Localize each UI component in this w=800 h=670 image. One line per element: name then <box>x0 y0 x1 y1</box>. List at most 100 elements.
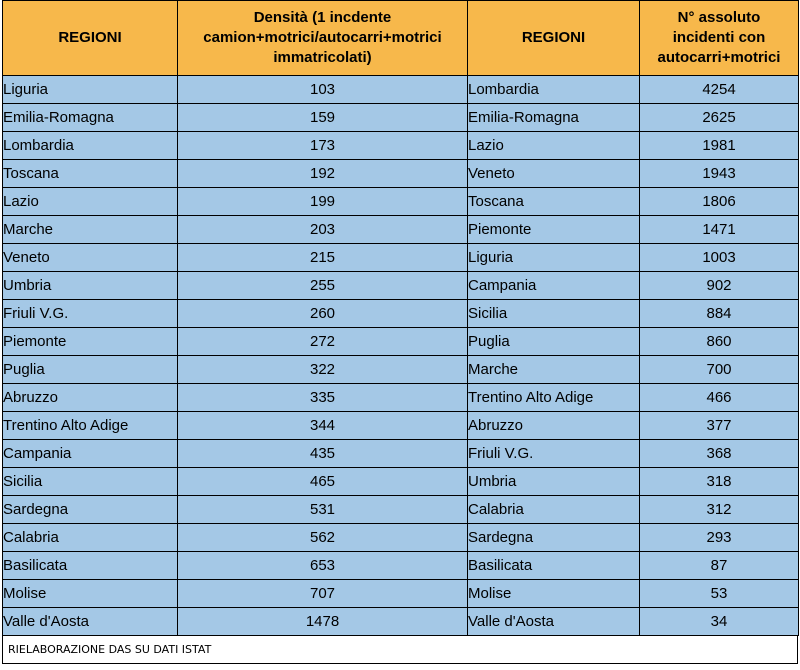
density-cell: 192 <box>177 159 468 188</box>
header-density: Densità (1 incdente camion+motrici/autoc… <box>177 0 468 76</box>
left-region-cell: Calabria <box>2 523 178 552</box>
left-region-cell: Toscana <box>2 159 178 188</box>
right-region-cell: Lazio <box>467 131 640 160</box>
right-region-cell: Campania <box>467 271 640 300</box>
table-row: Abruzzo 335 Trentino Alto Adige 466 <box>2 383 799 412</box>
header-absolute-line: autocarri+motrici <box>657 49 781 66</box>
density-cell: 531 <box>177 495 468 524</box>
right-region-cell: Emilia-Romagna <box>467 103 640 132</box>
density-cell: 707 <box>177 579 468 608</box>
left-region-cell: Friuli V.G. <box>2 299 178 328</box>
left-region-cell: Emilia-Romagna <box>2 103 178 132</box>
left-region-cell: Molise <box>2 579 178 608</box>
table-row: Veneto 215 Liguria 1003 <box>2 243 799 272</box>
absolute-cell: 293 <box>639 523 799 552</box>
left-region-cell: Lombardia <box>2 131 178 160</box>
table-row: Piemonte 272 Puglia 860 <box>2 327 799 356</box>
table-body: Liguria 103 Lombardia 4254 Emilia-Romagn… <box>2 75 799 636</box>
right-region-cell: Friuli V.G. <box>467 439 640 468</box>
density-cell: 255 <box>177 271 468 300</box>
absolute-cell: 2625 <box>639 103 799 132</box>
absolute-cell: 377 <box>639 411 799 440</box>
absolute-cell: 1943 <box>639 159 799 188</box>
absolute-cell: 466 <box>639 383 799 412</box>
density-cell: 103 <box>177 75 468 104</box>
left-region-cell: Basilicata <box>2 551 178 580</box>
table-row: Basilicata 653 Basilicata 87 <box>2 551 799 580</box>
left-region-cell: Lazio <box>2 187 178 216</box>
absolute-cell: 312 <box>639 495 799 524</box>
left-region-cell: Piemonte <box>2 327 178 356</box>
right-region-cell: Sicilia <box>467 299 640 328</box>
header-density-line: Densità (1 incdente <box>253 9 392 26</box>
absolute-cell: 884 <box>639 299 799 328</box>
left-region-cell: Valle d'Aosta <box>2 607 178 636</box>
table-row: Trentino Alto Adige 344 Abruzzo 377 <box>2 411 799 440</box>
left-region-cell: Campania <box>2 439 178 468</box>
right-region-cell: Lombardia <box>467 75 640 104</box>
table-row: Friuli V.G. 260 Sicilia 884 <box>2 299 799 328</box>
density-cell: 562 <box>177 523 468 552</box>
header-row: REGIONI Densità (1 incdente camion+motri… <box>2 0 799 76</box>
table-row: Campania 435 Friuli V.G. 368 <box>2 439 799 468</box>
density-cell: 322 <box>177 355 468 384</box>
right-region-cell: Trentino Alto Adige <box>467 383 640 412</box>
table-row: Marche 203 Piemonte 1471 <box>2 215 799 244</box>
density-cell: 335 <box>177 383 468 412</box>
right-region-cell: Sardegna <box>467 523 640 552</box>
density-cell: 435 <box>177 439 468 468</box>
absolute-cell: 4254 <box>639 75 799 104</box>
left-region-cell: Trentino Alto Adige <box>2 411 178 440</box>
table-row: Sicilia 465 Umbria 318 <box>2 467 799 496</box>
left-region-cell: Puglia <box>2 355 178 384</box>
header-left-region: REGIONI <box>2 0 178 76</box>
density-cell: 653 <box>177 551 468 580</box>
source-footer: RIELABORAZIONE DAS SU DATI ISTAT <box>2 636 798 664</box>
header-right-region: REGIONI <box>467 0 640 76</box>
absolute-cell: 34 <box>639 607 799 636</box>
left-region-cell: Marche <box>2 215 178 244</box>
left-region-cell: Abruzzo <box>2 383 178 412</box>
absolute-cell: 700 <box>639 355 799 384</box>
right-region-cell: Veneto <box>467 159 640 188</box>
absolute-cell: 1981 <box>639 131 799 160</box>
header-absolute: N° assoluto incidenti con autocarri+motr… <box>639 0 799 76</box>
right-region-cell: Toscana <box>467 187 640 216</box>
table-row: Umbria 255 Campania 902 <box>2 271 799 300</box>
right-region-cell: Calabria <box>467 495 640 524</box>
absolute-cell: 87 <box>639 551 799 580</box>
table-row: Liguria 103 Lombardia 4254 <box>2 75 799 104</box>
right-region-cell: Marche <box>467 355 640 384</box>
absolute-cell: 53 <box>639 579 799 608</box>
right-region-cell: Valle d'Aosta <box>467 607 640 636</box>
absolute-cell: 1471 <box>639 215 799 244</box>
absolute-cell: 902 <box>639 271 799 300</box>
absolute-cell: 318 <box>639 467 799 496</box>
absolute-cell: 1806 <box>639 187 799 216</box>
table-row: Sardegna 531 Calabria 312 <box>2 495 799 524</box>
left-region-cell: Sardegna <box>2 495 178 524</box>
density-cell: 1478 <box>177 607 468 636</box>
density-cell: 465 <box>177 467 468 496</box>
header-absolute-line: N° assoluto <box>677 9 761 26</box>
left-region-cell: Umbria <box>2 271 178 300</box>
right-region-cell: Umbria <box>467 467 640 496</box>
density-cell: 272 <box>177 327 468 356</box>
table-row: Toscana 192 Veneto 1943 <box>2 159 799 188</box>
right-region-cell: Liguria <box>467 243 640 272</box>
header-density-line: camion+motrici/autocarri+motrici <box>203 29 442 46</box>
table-row: Lombardia 173 Lazio 1981 <box>2 131 799 160</box>
table-row: Molise 707 Molise 53 <box>2 579 799 608</box>
right-region-cell: Puglia <box>467 327 640 356</box>
right-region-cell: Molise <box>467 579 640 608</box>
absolute-cell: 1003 <box>639 243 799 272</box>
absolute-cell: 860 <box>639 327 799 356</box>
density-cell: 260 <box>177 299 468 328</box>
density-cell: 173 <box>177 131 468 160</box>
right-region-cell: Abruzzo <box>467 411 640 440</box>
density-cell: 344 <box>177 411 468 440</box>
right-region-cell: Piemonte <box>467 215 640 244</box>
density-cell: 203 <box>177 215 468 244</box>
regions-table: REGIONI Densità (1 incdente camion+motri… <box>2 0 799 636</box>
